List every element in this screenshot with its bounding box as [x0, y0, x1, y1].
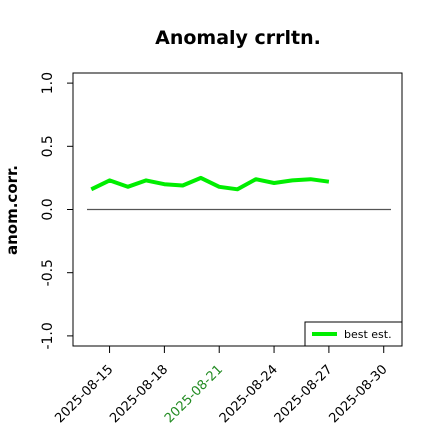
legend: best est. — [305, 322, 402, 346]
y-tick-label: 0.0 — [40, 198, 56, 220]
chart-title: Anomaly crrltn. — [155, 27, 321, 49]
y-tick-label: 1.0 — [40, 72, 56, 94]
legend-label: best est. — [344, 328, 392, 341]
y-axis-label: anom.corr. — [3, 165, 21, 255]
y-tick-label: -0.5 — [40, 259, 56, 286]
y-tick-label: -1.0 — [40, 322, 56, 349]
y-tick-label: 0.5 — [40, 135, 56, 157]
